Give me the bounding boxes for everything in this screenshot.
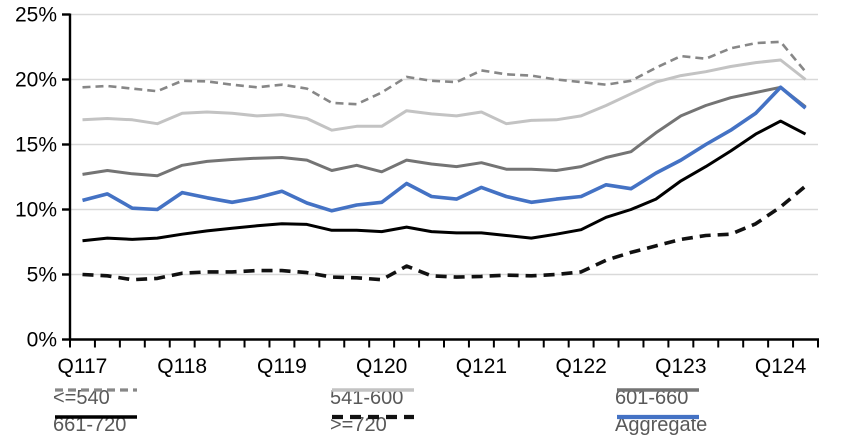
legend-swatch-le540-line: [55, 388, 137, 392]
x-tick-label-Q119: Q119: [257, 355, 307, 378]
y-tick-label-5%: 5%: [27, 264, 57, 287]
series-line-601-660: [82, 85, 807, 178]
series-line-661-720: [82, 119, 807, 243]
x-tick-label-Q121: Q121: [456, 355, 507, 378]
y-tick-label-15%: 15%: [15, 134, 57, 157]
series-line-Aggregate: [82, 85, 807, 213]
legend-item-541-600: 541-600: [330, 386, 414, 410]
legend-swatch-661-720-line: [55, 415, 137, 419]
x-tick-label-Q123: Q123: [655, 355, 706, 378]
series-line->=720: [82, 184, 807, 282]
legend-item-601-660: 601-660: [615, 386, 699, 410]
series-line-<=540: [82, 40, 807, 106]
legend-item-le540: <=540: [53, 386, 137, 410]
legend-item-661-720: 661-720: [53, 413, 137, 437]
legend-label-601-660: 601-660: [615, 387, 689, 409]
legend-swatch-601-660-line: [617, 388, 699, 392]
x-tick-label-Q124: Q124: [755, 355, 807, 378]
y-tick-label-25%: 25%: [15, 4, 57, 27]
y-tick-label-0%: 0%: [27, 329, 57, 352]
x-tick-label-Q120: Q120: [356, 355, 407, 378]
legend-item-ge720: >=720: [330, 413, 414, 437]
legend-label-aggregate: Aggregate: [615, 414, 708, 436]
legend-swatch-541-600-line: [332, 388, 414, 392]
x-tick-label-Q122: Q122: [555, 355, 606, 378]
y-tick-label-10%: 10%: [15, 199, 57, 222]
series-line-541-600: [82, 58, 807, 132]
legend-label-541-600: 541-600: [330, 387, 404, 409]
x-tick-label-Q118: Q118: [157, 355, 207, 378]
y-tick-label-20%: 20%: [15, 69, 57, 92]
legend-label-le540: <=540: [53, 387, 110, 409]
x-tick-label-Q117: Q117: [58, 355, 108, 378]
legend-item-aggregate: Aggregate: [615, 413, 707, 437]
legend-swatch-ge720-line: [332, 414, 414, 420]
legend-swatch-aggregate-line: [617, 414, 699, 420]
legend-label-661-720: 661-720: [53, 414, 127, 436]
legend-label-ge720: >=720: [330, 414, 387, 436]
